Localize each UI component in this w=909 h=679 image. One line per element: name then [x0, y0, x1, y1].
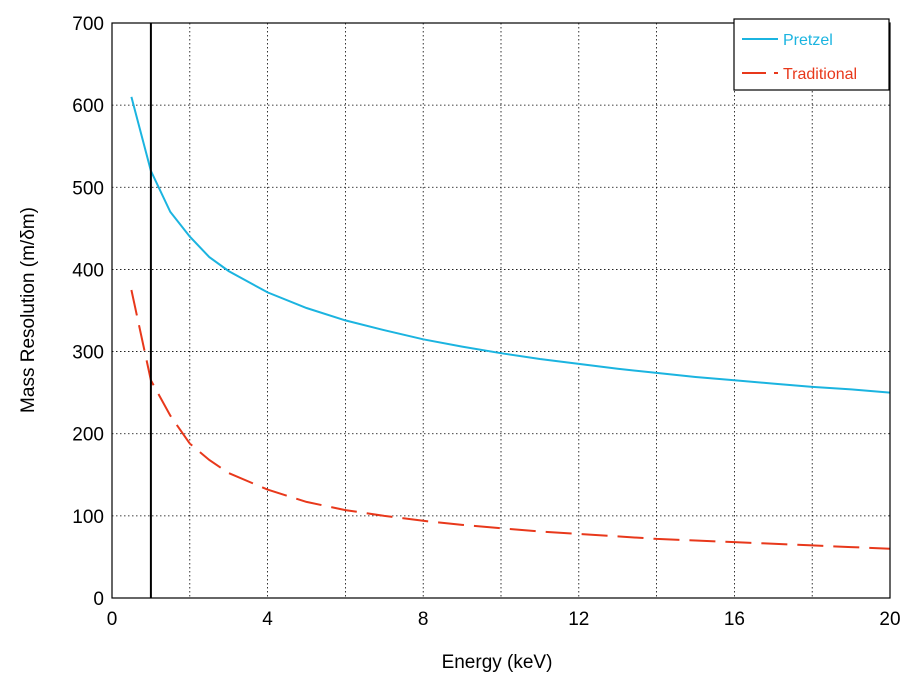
y-axis-label: Mass Resolution (m/δm)	[18, 207, 39, 413]
y-tick-label: 0	[93, 589, 104, 610]
y-tick-label: 200	[72, 425, 104, 446]
y-tick-label: 700	[72, 14, 104, 35]
x-tick-label: 12	[568, 609, 589, 630]
x-tick-label: 16	[724, 609, 745, 630]
x-tick-label: 0	[107, 609, 118, 630]
x-tick-label: 4	[262, 609, 273, 630]
legend-label-pretzel: Pretzel	[783, 32, 833, 49]
x-tick-labels: 0 4 8 12 16 20	[107, 609, 901, 630]
y-tick-label: 400	[72, 260, 104, 281]
y-tick-label: 600	[72, 96, 104, 117]
x-tick-label: 8	[418, 609, 429, 630]
series-line-pretzel	[130, 96, 891, 394]
series-line-traditional	[130, 289, 891, 550]
series-layer	[130, 96, 891, 550]
plot-frame	[111, 22, 891, 599]
legend-label-traditional: Traditional	[783, 66, 857, 83]
y-tick-label: 100	[72, 507, 104, 528]
x-axis-label: Energy (keV)	[442, 652, 553, 673]
legend-box	[733, 18, 890, 91]
legend: Pretzel Traditional	[733, 18, 890, 91]
y-tick-label: 300	[72, 343, 104, 364]
x-tick-label: 20	[879, 609, 900, 630]
y-tick-labels: 0 100 200 300 400 500 600 700	[72, 14, 104, 610]
y-tick-label: 500	[72, 178, 104, 199]
grid	[112, 23, 890, 598]
